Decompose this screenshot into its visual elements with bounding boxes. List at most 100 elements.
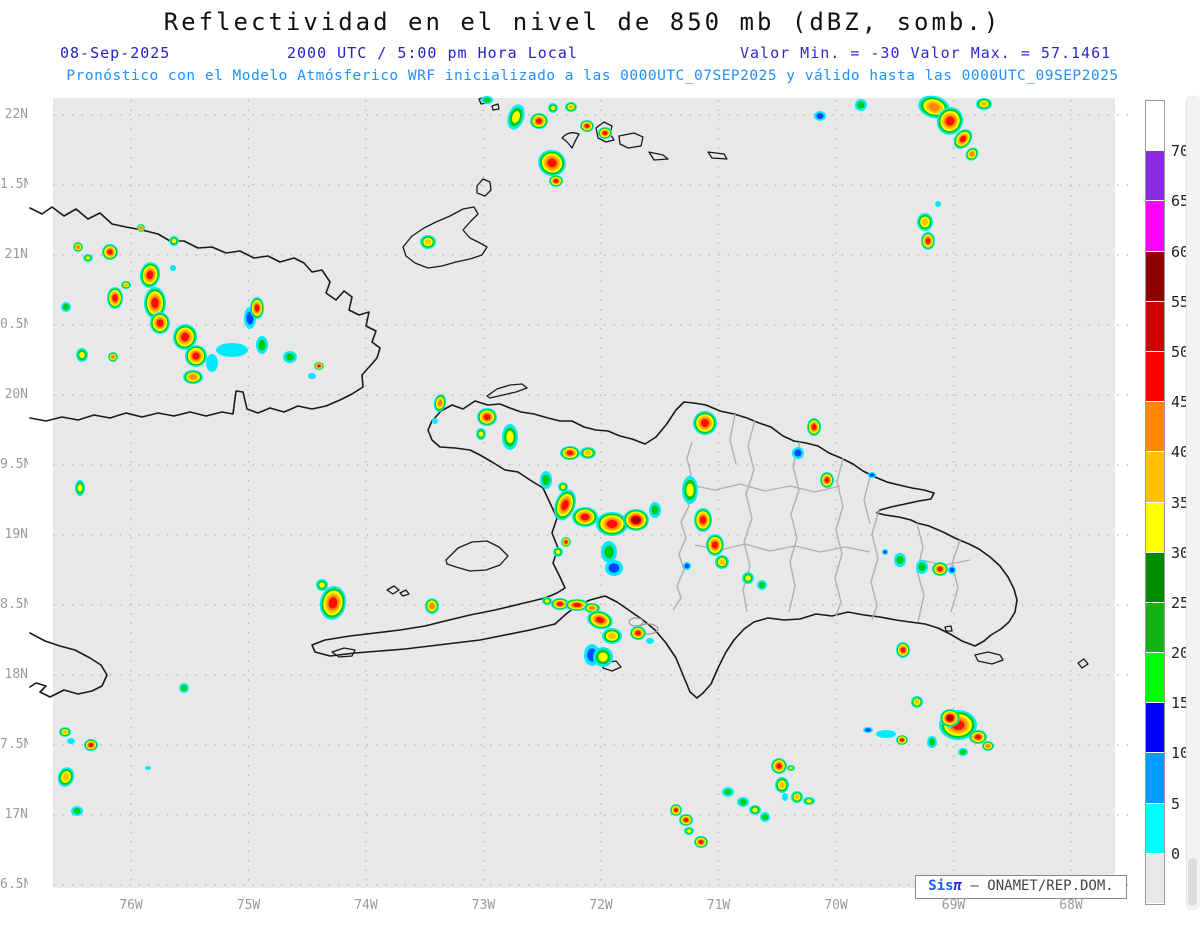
storm-cell xyxy=(623,509,649,531)
storm-cell xyxy=(694,836,708,848)
colorbar-segment xyxy=(1146,452,1164,503)
storm-cell xyxy=(425,598,439,614)
storm-cell-ring xyxy=(865,728,871,732)
storm-cell-ring xyxy=(698,840,704,844)
storm-cell-ring xyxy=(88,743,94,747)
scrollbar-track[interactable] xyxy=(1186,95,1200,910)
storm-cell-ring xyxy=(684,563,690,569)
storm-cell xyxy=(876,730,896,738)
colorbar-tick-label: 60 xyxy=(1171,242,1190,261)
storm-cell xyxy=(630,626,646,640)
storm-cell xyxy=(598,127,612,139)
storm-cell-ring xyxy=(712,541,718,549)
storm-cell xyxy=(216,343,248,357)
storm-cell xyxy=(787,765,795,771)
storm-cell-ring xyxy=(258,339,266,351)
storm-cell xyxy=(927,736,937,748)
storm-cell-ring xyxy=(564,540,568,544)
storm-cell-ring xyxy=(789,766,793,770)
storm-cell xyxy=(206,354,218,372)
storm-cell xyxy=(935,201,941,207)
storm-cell-ring xyxy=(876,730,896,738)
storm-cell-ring xyxy=(686,829,692,833)
y-tick-label: 20N xyxy=(4,387,28,402)
storm-cell xyxy=(940,709,960,727)
scrollbar-thumb[interactable] xyxy=(1188,858,1197,906)
storm-cell-ring xyxy=(975,734,981,740)
storm-cell xyxy=(771,758,787,774)
storm-cell xyxy=(894,553,906,567)
storm-cell-ring xyxy=(606,520,618,528)
storm-cell-ring xyxy=(511,111,521,123)
colorbar-segment xyxy=(1146,602,1164,654)
storm-cell-ring xyxy=(145,766,151,770)
storm-cell xyxy=(982,741,994,751)
storm-cell-ring xyxy=(776,763,782,769)
storm-cell xyxy=(179,683,189,693)
storm-cell xyxy=(649,502,661,518)
storm-cell-ring xyxy=(171,238,177,244)
storm-cell xyxy=(145,766,151,770)
colorbar-tick-label: 10 xyxy=(1171,744,1190,763)
storm-cell xyxy=(679,814,693,826)
storm-cell-ring xyxy=(857,101,865,109)
storm-cell-ring xyxy=(980,101,988,107)
storm-cell xyxy=(554,489,576,521)
storm-cell xyxy=(803,797,815,805)
storm-cell xyxy=(108,352,118,362)
y-tick-label: 17N xyxy=(4,807,28,822)
storm-cell xyxy=(432,418,438,424)
storm-cell-ring xyxy=(76,245,80,249)
storm-cell xyxy=(71,806,83,816)
storm-cell-ring xyxy=(935,201,941,207)
colorbar-segment xyxy=(1146,552,1164,603)
storm-cell-ring xyxy=(566,450,574,456)
lake-outlines xyxy=(628,617,659,635)
storm-cell-ring xyxy=(216,343,248,357)
storm-cell xyxy=(737,797,749,807)
storm-cell xyxy=(477,408,497,426)
colorbar-segment xyxy=(1146,151,1164,202)
storm-cell-ring xyxy=(124,283,128,287)
storm-cell xyxy=(596,512,628,536)
storm-cell-ring xyxy=(739,799,747,805)
storm-cell-ring xyxy=(883,550,887,554)
colorbar-segment xyxy=(1146,201,1164,252)
storm-cell xyxy=(420,235,436,249)
storm-cell xyxy=(911,696,923,708)
storm-cell-ring xyxy=(811,424,817,430)
storm-cell-ring xyxy=(937,566,943,572)
storm-cell-ring xyxy=(478,431,484,437)
storm-cell-ring xyxy=(824,477,830,483)
storm-cell-ring xyxy=(555,549,561,555)
colorbar-tick-label: 50 xyxy=(1171,342,1190,361)
storm-cell-ring xyxy=(651,505,659,515)
x-tick-label: 72W xyxy=(589,898,613,913)
storm-cell xyxy=(936,107,964,135)
storm-cell-ring xyxy=(674,808,678,812)
storm-cell-ring xyxy=(573,603,581,607)
pi-icon: π xyxy=(953,878,962,894)
storm-cell-ring xyxy=(646,638,654,644)
storm-cell xyxy=(144,287,166,319)
colorbar-segment xyxy=(1146,703,1164,754)
storm-cell xyxy=(670,804,682,816)
storm-cell xyxy=(868,472,876,478)
storm-cell-ring xyxy=(598,652,608,662)
badge-sis-text: Sis xyxy=(928,878,954,894)
storm-cell xyxy=(749,805,761,815)
storm-cell-ring xyxy=(949,567,955,573)
storm-cell xyxy=(958,748,968,756)
colorbar-segment xyxy=(1146,351,1164,403)
coastline-islands xyxy=(331,96,1089,672)
storm-cell-ring xyxy=(960,749,966,755)
storm-cell xyxy=(807,418,821,436)
storm-cell xyxy=(169,236,179,246)
storm-cell xyxy=(605,560,623,576)
storm-cell xyxy=(882,549,888,555)
storm-cell xyxy=(932,562,948,576)
colorbar-tick-label: 30 xyxy=(1171,543,1190,562)
storm-cell-ring xyxy=(568,105,574,109)
storm-cell-ring xyxy=(719,559,725,565)
